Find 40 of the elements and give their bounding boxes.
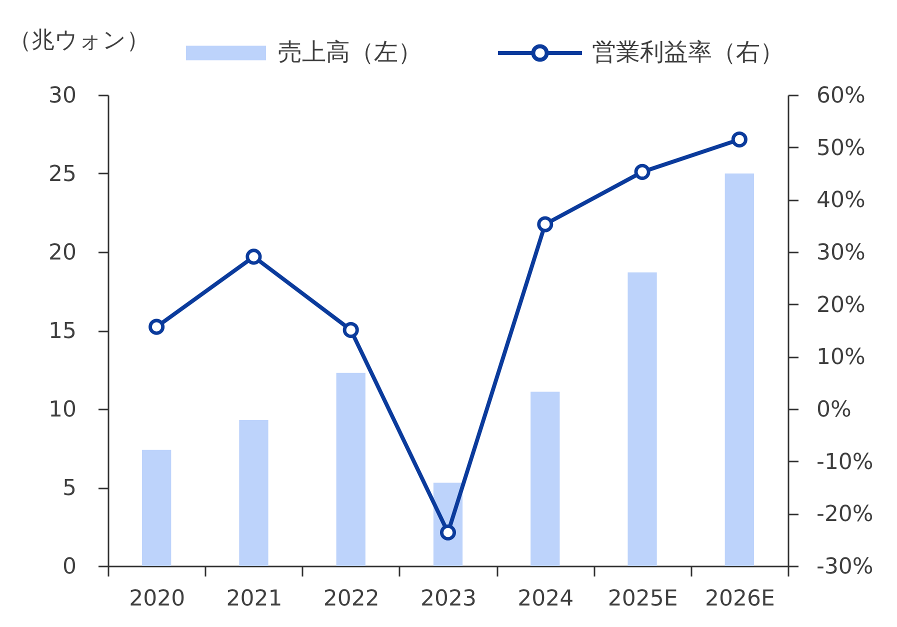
x-tick-label: 2020: [129, 586, 186, 612]
point: [440, 524, 456, 541]
y2-tick-label: 40%: [816, 188, 866, 214]
y-tick-label: 10: [48, 398, 76, 422]
x-tick-label: 2024: [518, 586, 574, 612]
point: [634, 164, 650, 180]
y2-tick-label: -10%: [816, 450, 874, 475]
point: [148, 318, 165, 335]
point: [342, 322, 359, 338]
y-tick-label: 15: [48, 319, 76, 344]
point: [537, 216, 554, 232]
bar: [239, 420, 268, 566]
y2-tick-label: -20%: [816, 502, 874, 528]
bar: [142, 450, 172, 566]
y2-tick-label: 60%: [816, 84, 866, 108]
x-tick-label: 2021: [226, 586, 282, 612]
y-tick-label: 25: [48, 162, 76, 187]
y-tick-label: 0: [62, 554, 76, 580]
y-tick-label: 5: [62, 476, 76, 501]
y2-tick-label: 10%: [816, 345, 866, 370]
bar: [628, 272, 657, 566]
x-tick-label: 2023: [420, 586, 476, 612]
x-tick-label: 2025E: [608, 586, 678, 612]
y2-tick-label: 20%: [816, 292, 866, 318]
x-tick-label: 2022: [323, 586, 380, 612]
bar: [336, 372, 366, 566]
y2-tick-label: 50%: [816, 136, 866, 161]
y2-tick-label: 30%: [816, 240, 866, 266]
point: [731, 131, 748, 148]
legend-label: 営業利益率（右）: [592, 38, 784, 66]
bar: [530, 392, 560, 566]
point: [246, 248, 262, 265]
x-tick-label: 2026E: [704, 586, 775, 612]
y2-tick-label: -30%: [816, 554, 874, 580]
y-tick-label: 20: [48, 240, 76, 266]
y2-tick-label: 0%: [816, 398, 852, 422]
y-axis-title: （兆ウォン）: [8, 28, 150, 54]
bar: [724, 174, 754, 566]
legend-label: 売上高（左）: [278, 38, 422, 66]
y-tick-label: 30: [48, 84, 76, 108]
